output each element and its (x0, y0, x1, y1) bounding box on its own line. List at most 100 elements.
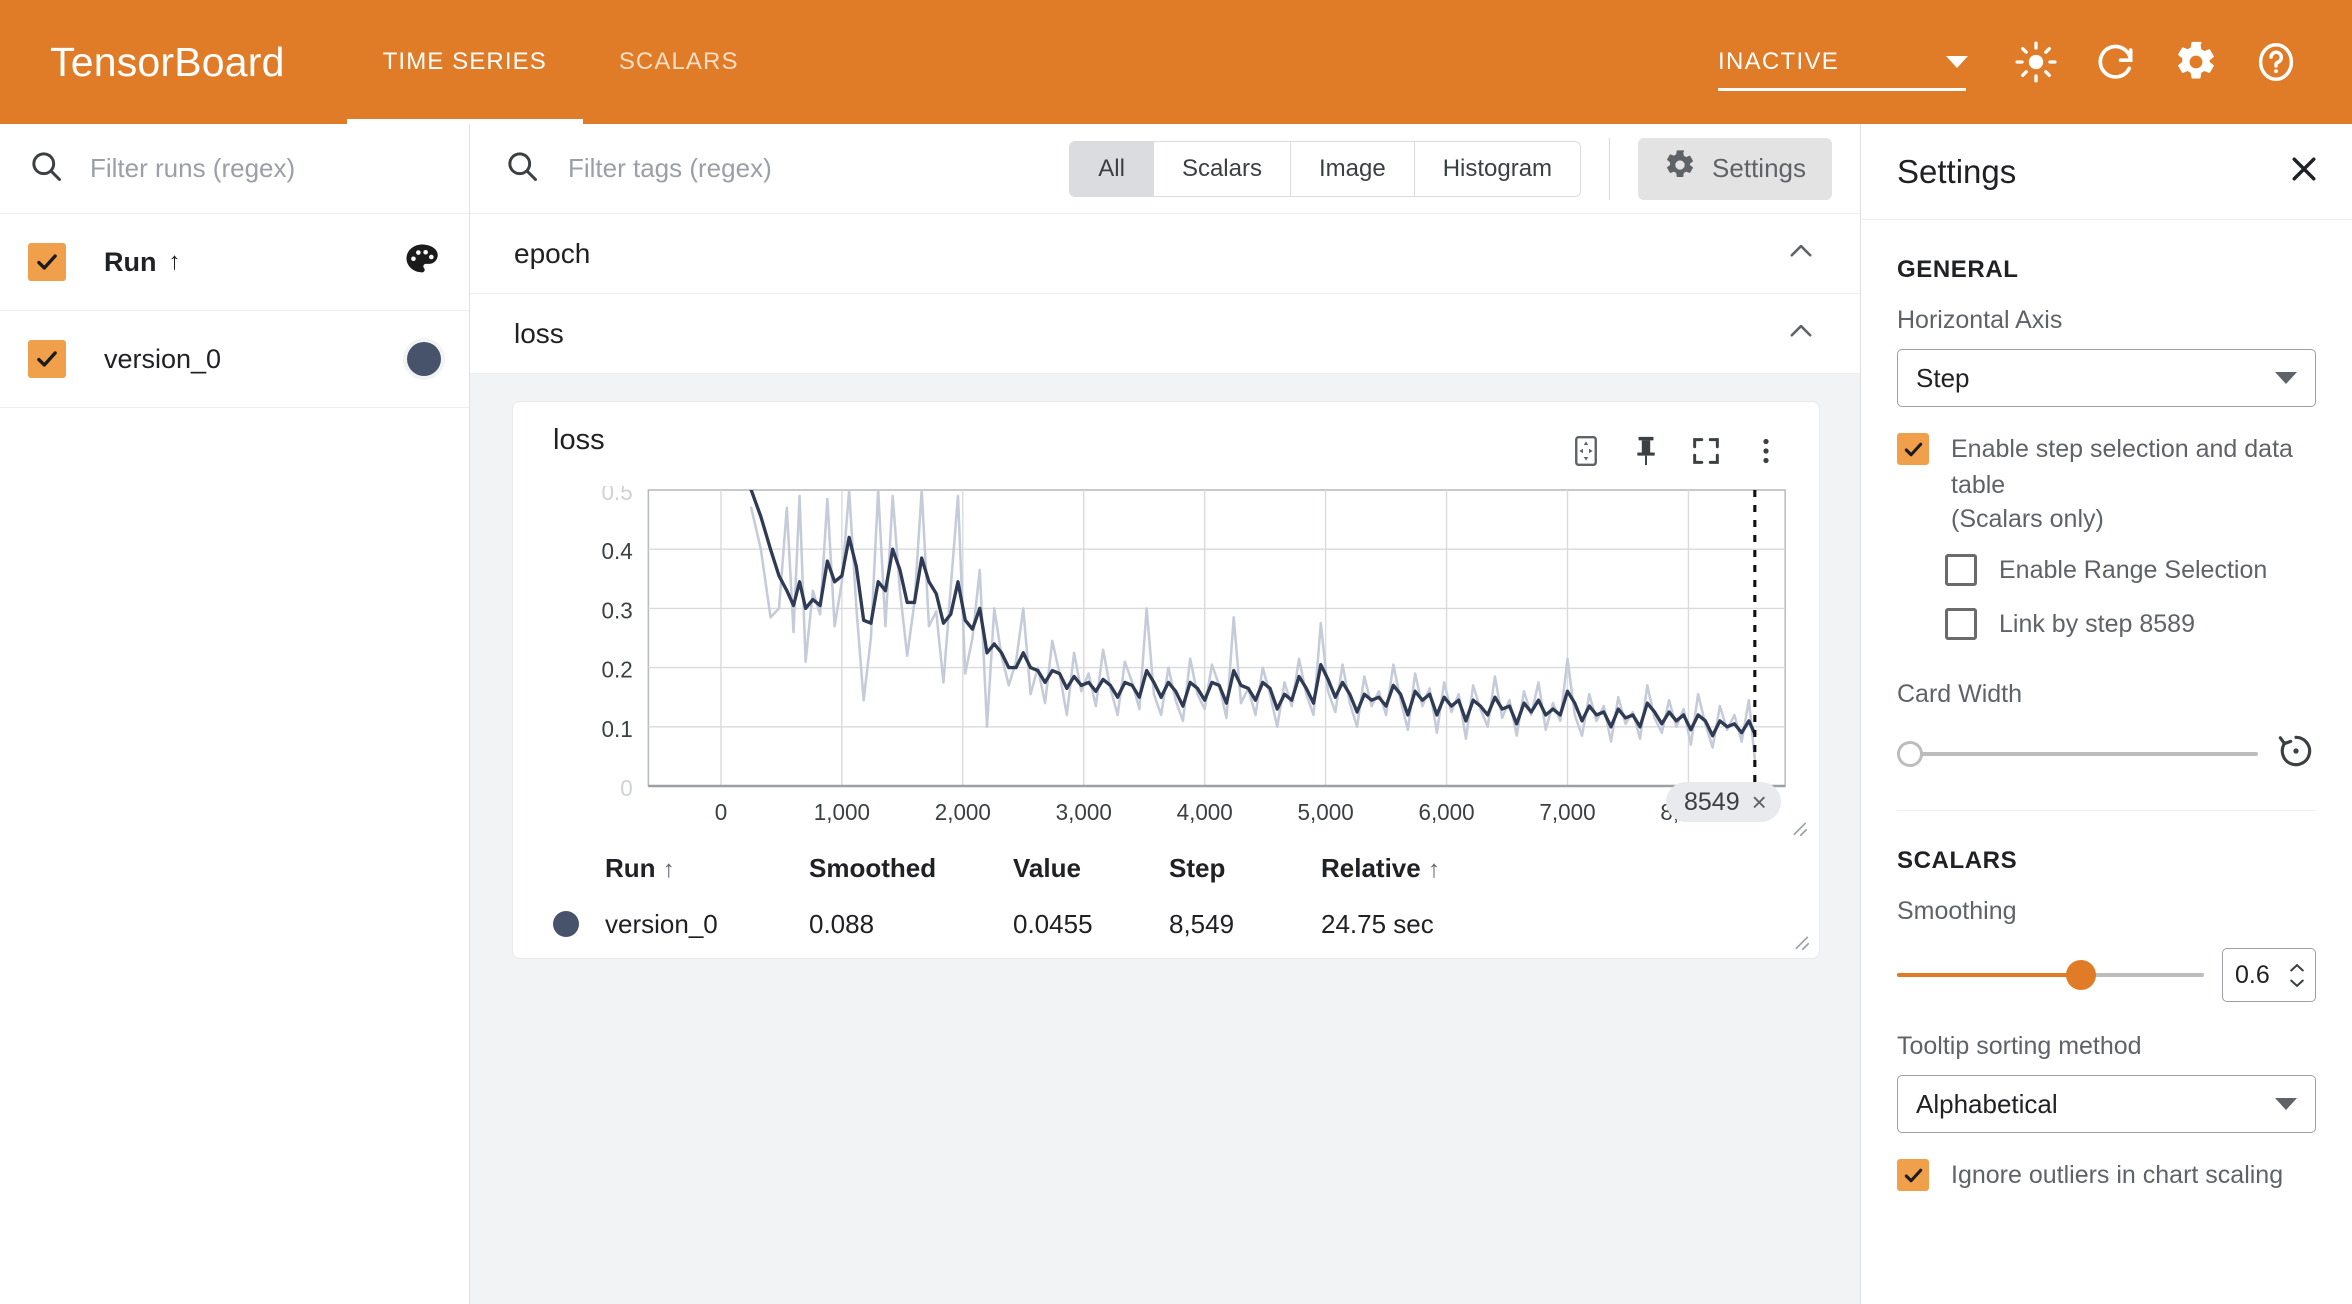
column-header-run[interactable]: Run ↑ (605, 853, 809, 884)
run-color-swatch[interactable] (407, 342, 441, 376)
range-selection-label: Enable Range Selection (1999, 556, 2268, 584)
main-nav-tabs: TIME SERIES SCALARS (346, 0, 775, 124)
settings-body: GENERAL Horizontal Axis Step Enable step… (1861, 220, 2352, 1304)
tag-group-name: epoch (514, 237, 591, 269)
palette-icon[interactable] (403, 241, 441, 284)
step-selection-row[interactable]: Enable step selection and data table (1897, 431, 2316, 503)
card-resize-handle[interactable] (1789, 930, 1811, 952)
chevron-up-icon[interactable] (1784, 234, 1818, 273)
smoothing-slider[interactable] (1897, 956, 2204, 994)
settings-section-general: GENERAL (1897, 256, 2019, 283)
tag-group-epoch[interactable]: epoch (470, 214, 1860, 294)
data-table-icon[interactable] (1559, 424, 1613, 478)
search-icon (504, 148, 540, 189)
close-icon[interactable] (2286, 151, 2322, 192)
run-status-label: INACTIVE (1718, 48, 1840, 75)
card-width-slider[interactable] (1897, 735, 2258, 773)
smoothing-knob[interactable] (2066, 960, 2097, 990)
run-status-selector[interactable]: INACTIVE (1696, 0, 1988, 124)
spinner-icons[interactable] (2287, 962, 2307, 989)
step-marker-pill[interactable]: 8549 × (1666, 782, 1781, 822)
help-icon[interactable] (2238, 24, 2314, 100)
more-vert-icon[interactable] (1739, 424, 1793, 478)
cell-value: 0.0455 (1013, 908, 1093, 939)
run-color-cell (407, 342, 441, 376)
filter-image-button[interactable]: Image (1290, 141, 1415, 196)
cell-smoothed: 0.088 (809, 908, 875, 939)
range-selection-row[interactable]: Enable Range Selection (1945, 552, 2316, 588)
runs-filter-input[interactable] (90, 153, 441, 184)
tab-time-series[interactable]: TIME SERIES (346, 0, 583, 124)
pin-icon[interactable] (1619, 424, 1673, 478)
step-selection-checkbox[interactable] (1897, 433, 1929, 465)
settings-title: Settings (1897, 152, 2017, 190)
refresh-icon[interactable] (2078, 24, 2154, 100)
run-item-version_0[interactable]: version_0 (0, 311, 469, 408)
card-title: loss (553, 424, 605, 456)
sort-arrow-icon: ↑ (1427, 855, 1440, 883)
runs-header-row[interactable]: Run ↑ (0, 214, 469, 311)
card-width-label: Card Width (1897, 680, 2023, 708)
filter-histogram-button[interactable]: Histogram (1414, 141, 1581, 196)
tag-groups-scroll[interactable]: epoch loss loss (470, 214, 1860, 1304)
link-by-step-checkbox[interactable] (1945, 608, 1977, 640)
tooltip-sort-value: Alphabetical (1916, 1088, 2058, 1119)
svg-text:0.2: 0.2 (602, 656, 633, 682)
horizontal-axis-select[interactable]: Step (1897, 349, 2316, 407)
column-header-relative[interactable]: Relative ↑ (1321, 853, 1561, 884)
card-header: loss (539, 424, 1793, 486)
card-width-knob[interactable] (1897, 740, 1923, 767)
range-selection-checkbox[interactable] (1945, 554, 1977, 586)
step-selection-sublabel: (Scalars only) (1951, 505, 2104, 533)
card-area: loss (470, 374, 1860, 1304)
column-header-run-label: Run (605, 852, 656, 883)
cell-relative: 24.75 sec (1321, 908, 1434, 939)
cell-step: 8,549 (1169, 908, 1235, 939)
svg-text:5,000: 5,000 (1298, 799, 1354, 824)
runs-filter-row (0, 124, 469, 214)
svg-text:0.3: 0.3 (602, 597, 633, 623)
run-checkbox[interactable] (28, 340, 66, 378)
svg-text:0.5: 0.5 (602, 486, 633, 505)
tags-filter-input[interactable] (568, 153, 1070, 184)
svg-text:0: 0 (715, 799, 727, 824)
run-sort-arrow-icon[interactable]: ↑ (168, 248, 181, 275)
restore-icon[interactable] (2276, 731, 2316, 776)
series-color-dot (553, 911, 579, 937)
step-selection-label: Enable step selection and data table (1951, 435, 2293, 499)
scalar-data-table: Run ↑ Smoothed Value Step Relative ↑ (539, 840, 1793, 952)
tag-group-loss[interactable]: loss (470, 294, 1860, 374)
horizontal-axis-label: Horizontal Axis (1897, 306, 2063, 334)
runs-sidebar: Run ↑ (0, 124, 470, 1304)
link-by-step-row[interactable]: Link by step 8589 (1945, 606, 2316, 642)
select-all-runs-checkbox[interactable] (28, 243, 66, 281)
filter-all-button[interactable]: All (1070, 141, 1154, 196)
settings-button[interactable]: Settings (1638, 137, 1832, 200)
smoothing-value: 0.6 (2235, 960, 2270, 989)
column-header-value[interactable]: Value (1013, 852, 1081, 883)
card-actions (1559, 424, 1793, 478)
main-content: All Scalars Image Histogram Settings (470, 124, 1860, 1304)
fullscreen-icon[interactable] (1679, 424, 1733, 478)
brightness-icon[interactable] (1998, 24, 2074, 100)
loss-chart-svg[interactable]: 0 0.1 0.2 0.3 0.4 0.5 0 1,000 2,000 3,000 4,000 5,0… (539, 486, 1793, 824)
loss-chart[interactable]: 0 0.1 0.2 0.3 0.4 0.5 0 1,000 2,000 3,000 4,000 5,0… (539, 486, 1808, 837)
table-header-row: Run ↑ Smoothed Value Step Relative ↑ (553, 840, 1793, 896)
chart-resize-handle[interactable] (1787, 816, 1809, 838)
filter-scalars-button[interactable]: Scalars (1153, 141, 1291, 196)
gear-icon[interactable] (2158, 24, 2234, 100)
chevron-up-icon[interactable] (1784, 314, 1818, 353)
smoothing-number-input[interactable]: 0.6 (2222, 948, 2316, 1002)
tab-scalars[interactable]: SCALARS (618, 48, 739, 75)
column-header-smoothed[interactable]: Smoothed (809, 852, 937, 883)
app-brand: TensorBoard (50, 38, 285, 85)
tooltip-sort-select[interactable]: Alphabetical (1897, 1075, 2316, 1133)
ignore-outliers-row[interactable]: Ignore outliers in chart scaling (1897, 1157, 2316, 1193)
chevron-down-icon (2275, 1098, 2297, 1110)
ignore-outliers-checkbox[interactable] (1897, 1159, 1929, 1191)
table-row[interactable]: version_0 0.088 0.0455 8,549 24.75 sec (553, 896, 1793, 952)
column-header-step[interactable]: Step (1169, 852, 1226, 883)
app-header: TensorBoard TIME SERIES SCALARS INACTIVE (0, 0, 2352, 124)
close-icon[interactable]: × (1751, 786, 1767, 817)
